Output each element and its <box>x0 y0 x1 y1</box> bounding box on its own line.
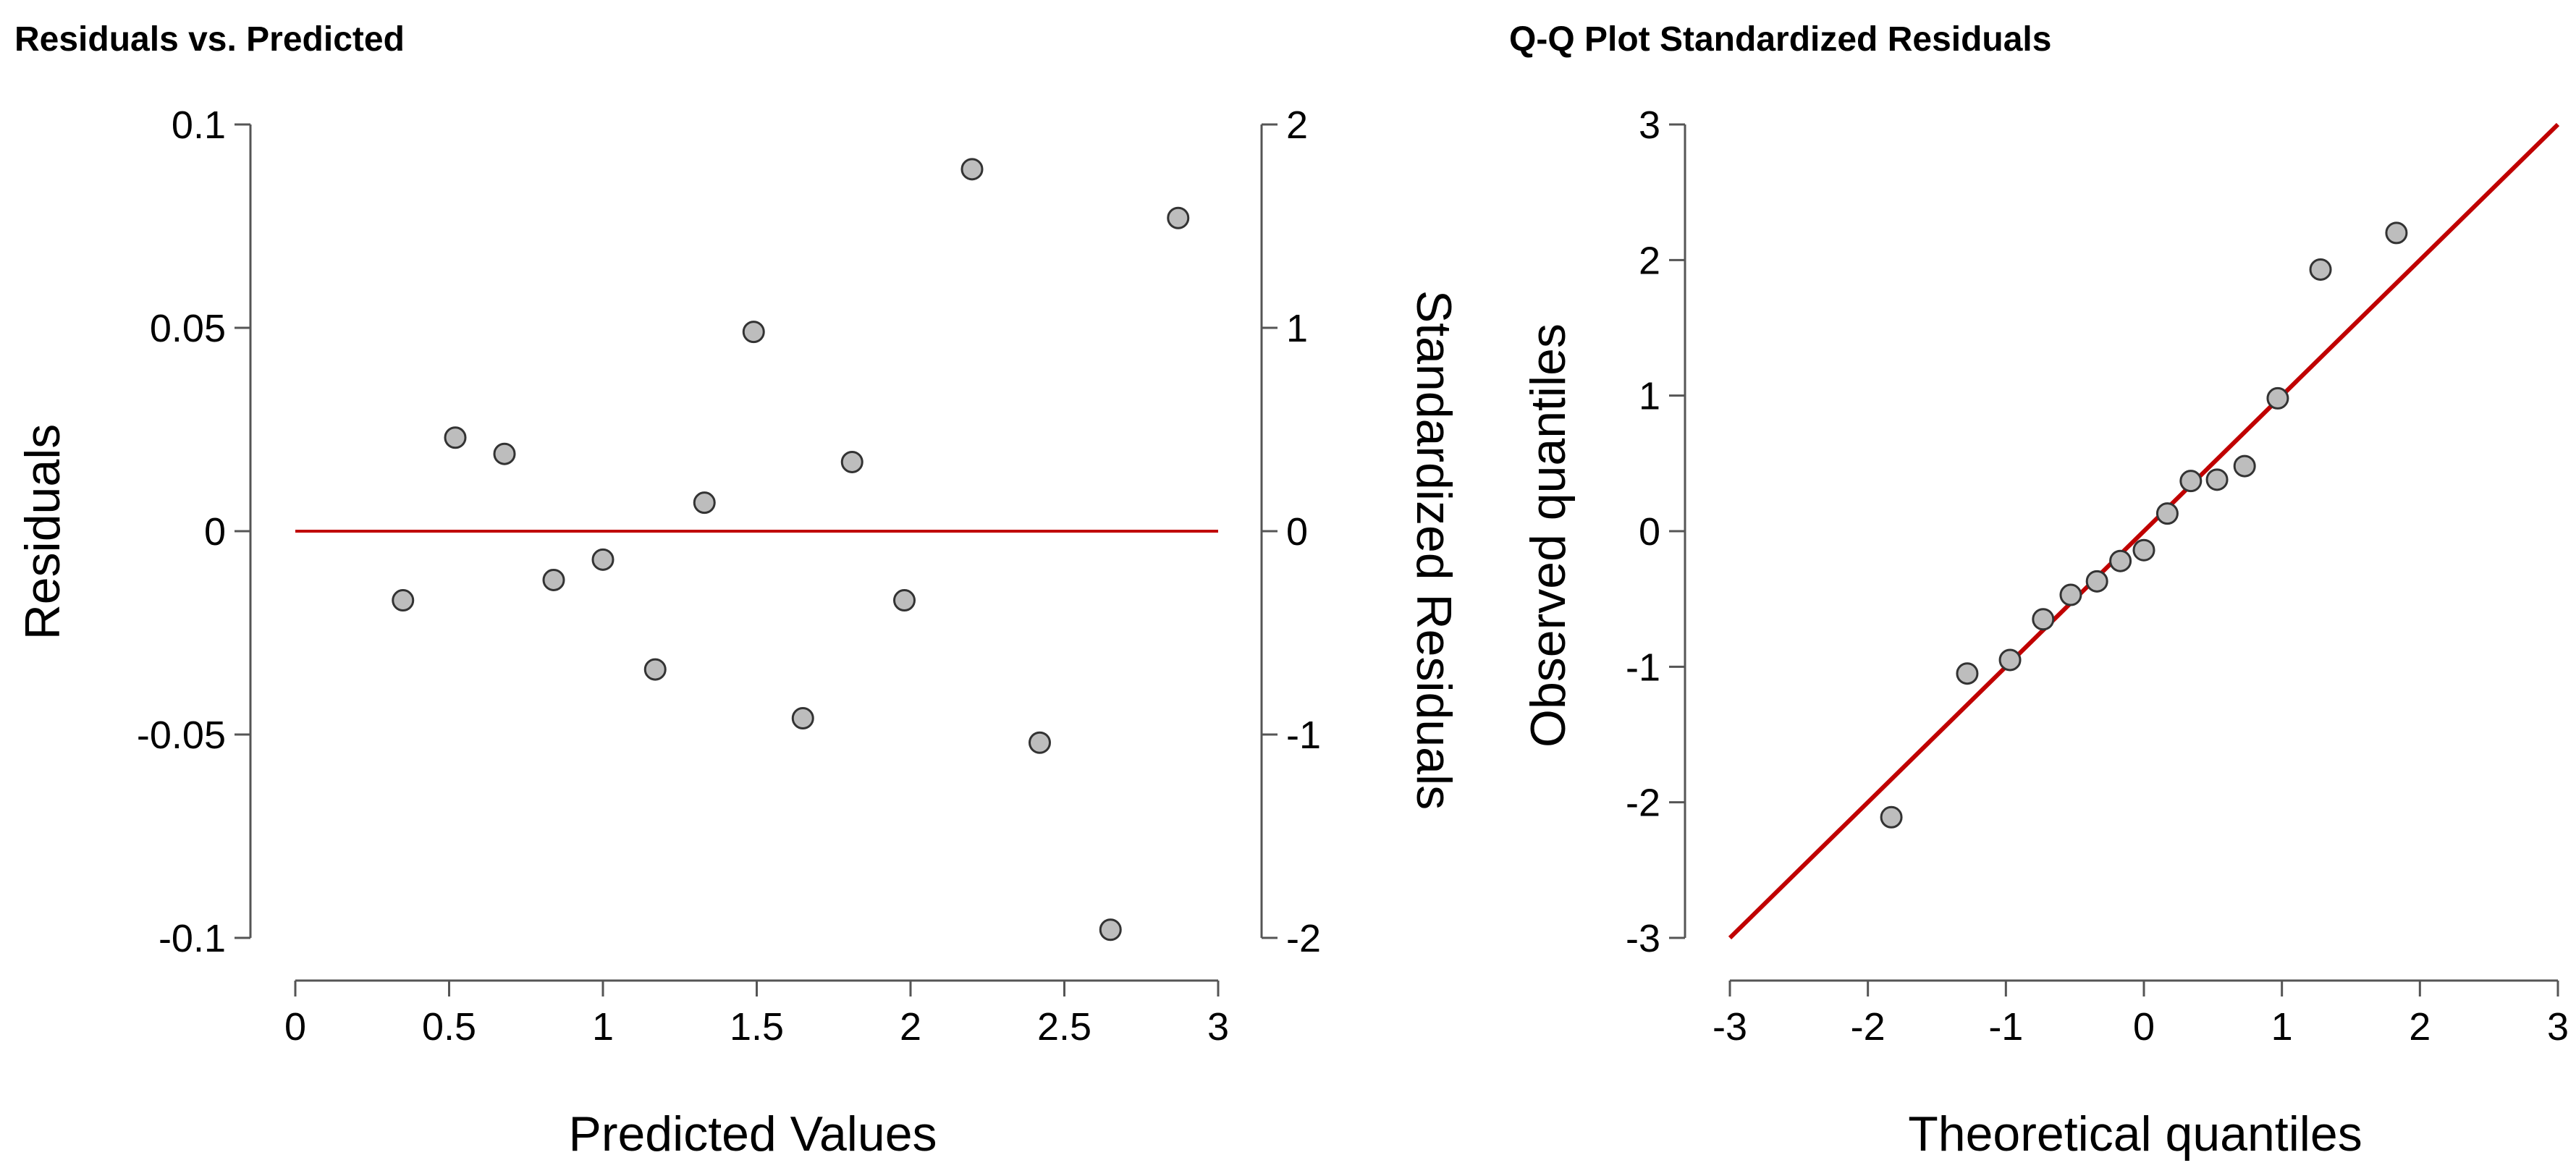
y-axis-label: Observed quantiles <box>1521 323 1576 748</box>
data-point <box>2132 538 2155 562</box>
axes: 0 0.5 1 1.5 2 2.5 3 -0.1 -0.05 0 0.05 0.1 -2 -1 0 1 2 <box>137 103 1321 1049</box>
x-tick-label: 0.5 <box>422 1005 476 1049</box>
data-point <box>591 548 615 571</box>
x-tick-label: -2 <box>1851 1005 1885 1049</box>
x-tick-label: 1 <box>2271 1005 2293 1049</box>
y-tick-label: -0.1 <box>159 917 226 960</box>
secondary-y-tick-label: 2 <box>1286 103 1308 147</box>
data-point <box>2059 583 2082 606</box>
data-point <box>2266 386 2289 410</box>
secondary-y-tick-label: -1 <box>1286 714 1321 757</box>
data-point <box>2309 258 2332 281</box>
data-point <box>392 589 415 612</box>
data-point <box>840 450 863 473</box>
secondary-y-axis-label: Standardized Residuals <box>1406 290 1461 810</box>
chart-title: Q-Q Plot Standardized Residuals <box>1509 20 2051 59</box>
data-point <box>1099 918 1122 941</box>
x-tick-label: 1 <box>592 1005 614 1049</box>
secondary-y-tick-label: 0 <box>1286 510 1308 554</box>
y-tick-label: -2 <box>1626 782 1660 825</box>
data-point <box>1167 206 1190 229</box>
x-tick-label: 3 <box>1207 1005 1229 1049</box>
y-tick-label: 0 <box>1639 510 1660 554</box>
y-tick-label: 0.05 <box>150 307 226 350</box>
x-tick-label: -1 <box>1988 1005 2023 1049</box>
y-axis-label: Residuals <box>15 424 70 640</box>
x-axis-label: Theoretical quantiles <box>1908 1106 2362 1161</box>
data-point <box>2155 502 2179 525</box>
data-point <box>2205 468 2229 491</box>
chart-title: Residuals vs. Predicted <box>14 20 405 59</box>
data-point <box>1029 731 1051 754</box>
y-tick-label: -0.05 <box>137 714 226 757</box>
data-point <box>2085 570 2108 593</box>
x-tick-label: 2.5 <box>1037 1005 1091 1049</box>
x-tick-label: 0 <box>2133 1005 2155 1049</box>
axes: -3 -2 -1 0 1 2 3 -3 -2 -1 0 1 2 3 <box>1626 103 2569 1049</box>
data-point <box>960 158 984 181</box>
y-tick-label: 0.1 <box>172 103 226 147</box>
x-tick-label: 3 <box>2547 1005 2569 1049</box>
y-tick-label: 2 <box>1639 239 1660 282</box>
data-point <box>2179 470 2203 493</box>
qq-plot-panel: Q-Q Plot Standardized Residuals Theoreti… <box>1509 20 2569 1161</box>
data-point <box>1880 805 1903 829</box>
data-point <box>1998 648 2022 672</box>
data-point <box>1956 662 1979 685</box>
x-tick-label: 2 <box>2409 1005 2431 1049</box>
data-point <box>643 658 667 681</box>
data-point <box>693 491 716 515</box>
data-point <box>791 707 814 730</box>
data-point <box>2385 221 2408 245</box>
x-tick-label: 1.5 <box>730 1005 784 1049</box>
y-tick-label: 0 <box>204 510 226 554</box>
data-point <box>493 442 516 465</box>
secondary-y-tick-label: 1 <box>1286 307 1308 350</box>
identity-reference-line <box>1728 122 2560 940</box>
y-tick-label: -1 <box>1626 646 1660 689</box>
data-point <box>542 568 565 591</box>
x-tick-label: 0 <box>284 1005 306 1049</box>
y-tick-label: -3 <box>1626 917 1660 960</box>
data-point <box>2032 608 2055 631</box>
residuals-vs-predicted-panel: Residuals vs. Predicted Predicted Values… <box>14 20 1461 1161</box>
x-tick-label: -3 <box>1713 1005 1747 1049</box>
secondary-y-tick-label: -2 <box>1286 917 1321 960</box>
data-point <box>2233 454 2256 478</box>
points-group <box>392 158 1190 941</box>
x-axis-label: Predicted Values <box>568 1106 937 1161</box>
data-point <box>893 589 916 612</box>
points-group <box>1880 221 2408 829</box>
data-point <box>742 321 765 344</box>
y-tick-label: 3 <box>1639 103 1660 147</box>
reference-line-group <box>1728 122 2560 940</box>
x-tick-label: 2 <box>900 1005 921 1049</box>
data-point <box>2109 549 2132 572</box>
y-tick-label: 1 <box>1639 375 1660 418</box>
data-point <box>444 426 467 449</box>
